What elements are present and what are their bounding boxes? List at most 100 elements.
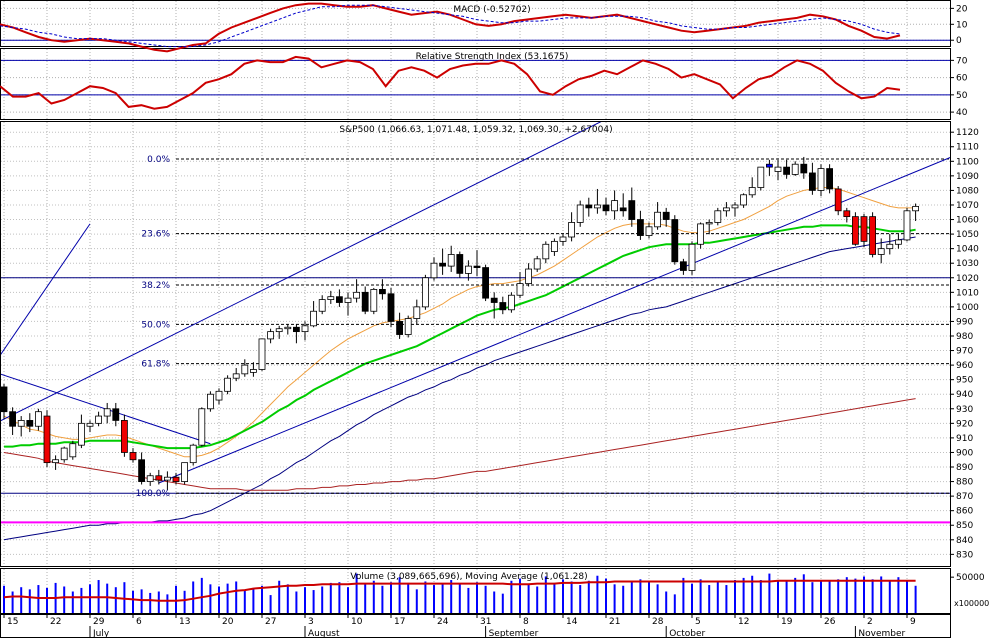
candle-body [748, 187, 756, 196]
month-label: August [308, 629, 340, 638]
candle-body [731, 204, 739, 209]
candle-body [817, 168, 825, 191]
candle-body [430, 262, 438, 279]
price-tick-label: 1030 [956, 259, 979, 269]
candle-body [809, 172, 816, 191]
candle-body [895, 239, 902, 245]
candle-body [903, 210, 911, 241]
candle-body [912, 206, 919, 212]
rsi-tick-label: 60 [956, 74, 968, 84]
date-label: 17 [394, 617, 405, 627]
rsi-title: Relative Strength Index (53.1675) [416, 52, 569, 62]
date-label: 14 [566, 617, 578, 627]
candle-body [275, 328, 283, 333]
candle-body [482, 267, 490, 299]
fibonacci-level-label: 50.0% [141, 320, 170, 330]
candle-body [628, 200, 636, 220]
trend-line [1, 122, 602, 422]
price-tick-label: 1110 [956, 143, 979, 153]
candle-body [490, 297, 498, 303]
price-title: S&P500 (1,066.63, 1,071.48, 1,059.32, 1,… [339, 125, 612, 135]
price-tick-label: 990 [956, 317, 973, 327]
date-label: 10 [351, 617, 363, 627]
macd-tick-label: 20 [956, 4, 968, 14]
price-tick-label: 960 [956, 361, 973, 371]
rsi-line [0, 55, 901, 110]
price-panel [0, 121, 951, 567]
volume-tick-label: 50000 [956, 573, 985, 583]
candle-body [396, 321, 404, 335]
candle-body [17, 420, 25, 427]
price-tick-label: 1020 [956, 274, 979, 284]
rsi-tick-label: 50 [956, 91, 968, 101]
candle-body [662, 211, 670, 220]
candle-body [852, 216, 859, 245]
candle-body [421, 277, 429, 308]
candle-body [292, 326, 300, 333]
price-tick-label: 1080 [956, 186, 979, 196]
candle-body [232, 373, 240, 379]
candle-body [198, 408, 206, 446]
price-tick-label: 860 [956, 507, 973, 517]
candle-body [473, 265, 481, 268]
fibonacci-level-label: 61.8% [141, 360, 170, 370]
volume-moving-average-line [3, 579, 916, 602]
candle-body [26, 420, 34, 427]
date-label: 8 [523, 617, 529, 627]
candle-body [619, 207, 627, 212]
date-label: 12 [738, 617, 749, 627]
candle-body [714, 210, 722, 223]
candle-body [344, 297, 352, 303]
candle-body [594, 204, 601, 209]
price-tick-label: 920 [956, 419, 973, 429]
price-tick-label: 850 [956, 521, 973, 531]
price-tick-label: 890 [956, 463, 973, 473]
candle-body [826, 168, 833, 190]
candle-body [327, 296, 335, 301]
candle-body [611, 200, 618, 212]
date-label: 9 [910, 617, 916, 627]
price-tick-label: 940 [956, 390, 973, 400]
candle-body [224, 377, 232, 392]
candle-body [258, 338, 266, 370]
candle-body [705, 222, 713, 225]
price-tick-label: 900 [956, 448, 973, 458]
candle-body [69, 443, 77, 458]
candle-body [206, 393, 214, 410]
candle-body [542, 243, 550, 260]
month-label: October [669, 629, 705, 638]
candle-body [78, 422, 85, 446]
price-plot-area [1, 122, 950, 541]
candle-body [869, 216, 876, 255]
price-tick-label: 910 [956, 434, 973, 444]
candle-body [886, 243, 894, 250]
candle-body [559, 236, 567, 242]
candle-body [60, 447, 68, 461]
candle-body [103, 408, 111, 417]
candle-body [740, 194, 747, 206]
date-label: 24 [437, 617, 449, 627]
candle-body [774, 166, 782, 172]
rsi-tick-label: 70 [956, 56, 968, 66]
candle-body [43, 415, 51, 464]
candle-body [301, 325, 309, 333]
candle-body [783, 166, 790, 175]
candle-body [464, 265, 472, 274]
candle-body [335, 296, 343, 303]
volume-title: Volume (3,089,665,696), Moving Average (… [350, 572, 587, 582]
candle-body [249, 369, 257, 373]
candle-body [791, 163, 799, 175]
date-label: 2 [867, 617, 873, 627]
candle-body [172, 476, 180, 482]
candle-body [766, 163, 773, 168]
price-tick-label: 840 [956, 536, 973, 546]
price-tick-label: 980 [956, 332, 973, 342]
candle-body [241, 364, 249, 375]
date-label: 31 [480, 617, 491, 627]
candle-body [507, 294, 515, 311]
candle-body [447, 254, 455, 267]
price-tick-label: 950 [956, 376, 973, 386]
price-tick-label: 880 [956, 478, 973, 488]
price-tick-label: 1120 [956, 128, 979, 138]
